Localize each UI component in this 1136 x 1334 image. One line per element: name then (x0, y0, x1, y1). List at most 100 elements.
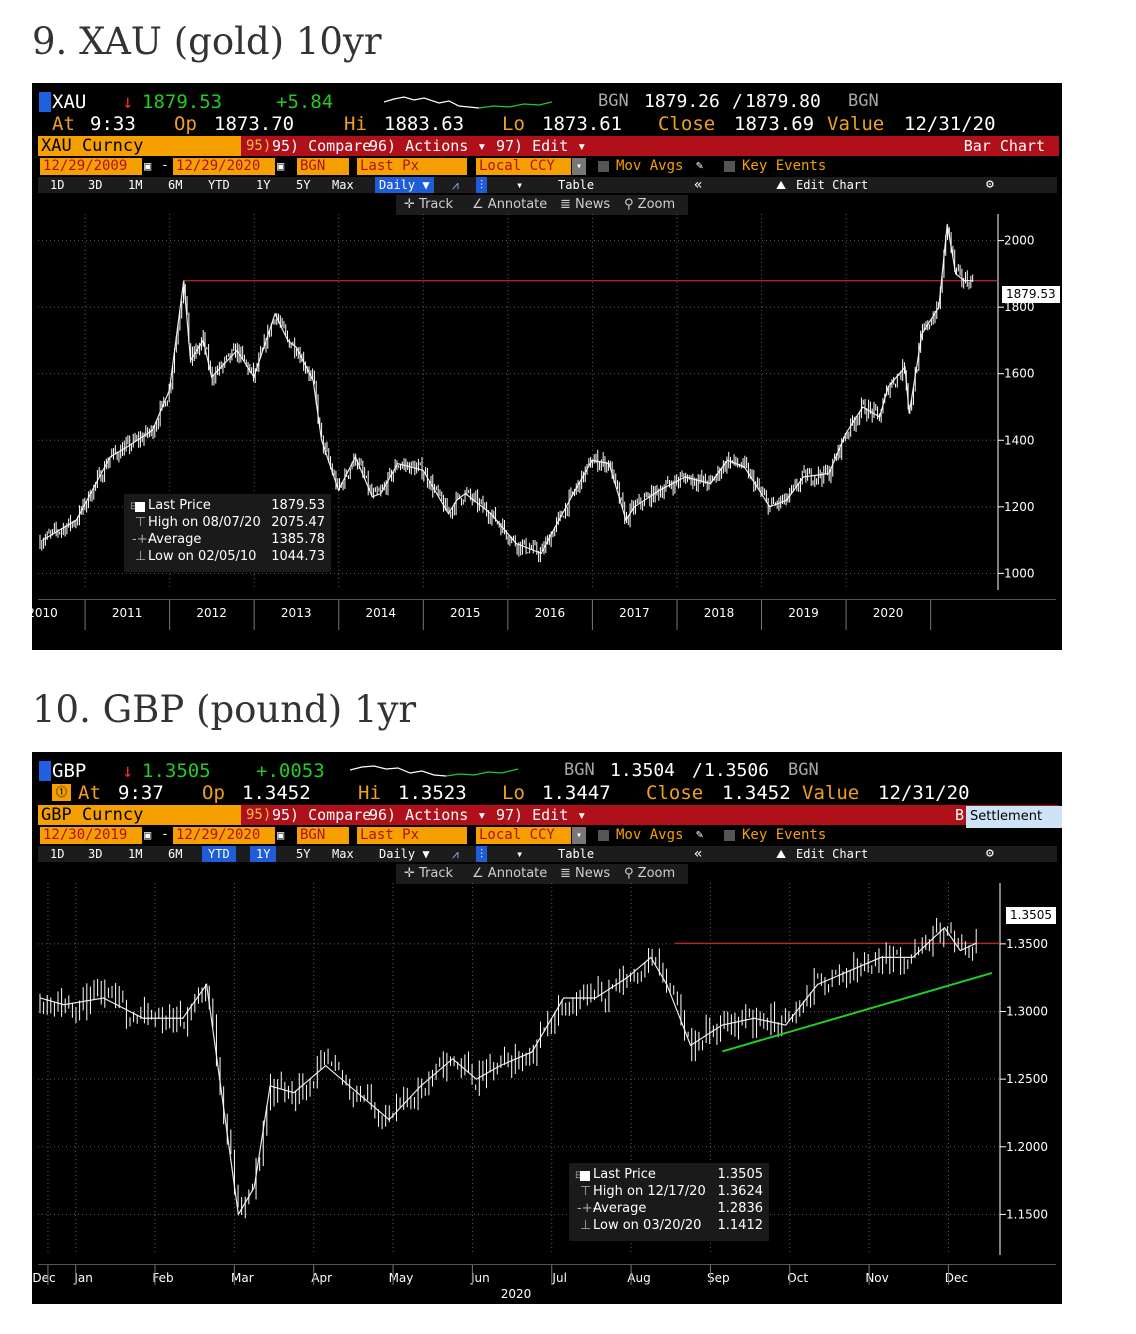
edit-chart-icon[interactable]: ⛰ (776, 178, 787, 192)
legend-collapse-icon[interactable]: ⊟ (130, 501, 138, 512)
line-draw-icon: ∠ (472, 197, 484, 212)
period-button-ytd[interactable]: YTD (208, 178, 230, 192)
gear-icon[interactable]: ⚙ (986, 846, 994, 861)
table-button[interactable]: Table (558, 847, 595, 861)
period-button-6m[interactable]: 6M (168, 847, 183, 861)
bar-chart-icon[interactable]: ⫶ (476, 846, 488, 862)
frequency-selector[interactable]: Daily ▼ (379, 847, 430, 861)
checkbox[interactable] (598, 830, 609, 841)
x-tick-label: Mar (231, 1271, 254, 1285)
checkbox[interactable] (724, 830, 735, 841)
period-button-max[interactable]: Max (332, 178, 354, 192)
period-button-3d[interactable]: 3D (88, 178, 103, 192)
frequency-selector[interactable]: Daily ▼ (375, 177, 434, 193)
mov-avgs-toggle[interactable]: Mov Avgs (616, 158, 684, 174)
field-selector[interactable]: Last Px (357, 158, 467, 175)
pencil-icon[interactable]: ✎ (696, 827, 704, 841)
period-button-5y[interactable]: 5Y (296, 178, 311, 192)
chart-style-dropdown-icon[interactable]: ▾ (516, 178, 524, 192)
date-from-field[interactable]: 12/30/2019 (40, 827, 142, 844)
period-button-6m[interactable]: 6M (168, 178, 183, 192)
compare-button[interactable]: 95) (246, 138, 272, 154)
edit-chart-button[interactable]: Edit Chart (796, 178, 869, 192)
field-selector[interactable]: Last Px (357, 827, 467, 844)
period-button-3d[interactable]: 3D (88, 847, 103, 861)
edit-menu[interactable]: 97) Edit ▾ (496, 806, 587, 824)
annotate-tool[interactable]: ∠ Annotate (472, 197, 548, 212)
edit-chart-button[interactable]: Edit Chart (796, 847, 869, 861)
checkbox[interactable] (598, 161, 609, 172)
chart-heading: 10. GBP (pound) 1yr (32, 688, 417, 731)
checkbox[interactable] (724, 161, 735, 172)
price-bars (39, 917, 977, 1219)
date-from-field[interactable]: 12/29/2009 (40, 158, 142, 175)
price-chart[interactable]: 1000 1200 1400 1600 1800 2000 2010 2011 2012 2013… (32, 214, 1062, 650)
ask: 1879.80 (745, 91, 821, 112)
compare-label[interactable]: 95) Compare (272, 137, 372, 155)
period-bar: 1D 3D 1M 6M YTD 1Y 5Y Max Daily ▼ ⩘ ⫶ ▾ … (38, 177, 1057, 193)
legend-collapse-icon[interactable]: ⊟ (575, 1170, 583, 1181)
x-tick-label: Jan (73, 1271, 93, 1285)
period-button-max[interactable]: Max (332, 847, 354, 861)
period-button-1y[interactable]: 1Y (250, 846, 277, 862)
collapse-icon[interactable]: « (694, 177, 703, 193)
bid-source: BGN (564, 760, 595, 780)
period-button-5y[interactable]: 5Y (296, 847, 311, 861)
currency-selector[interactable]: Local CCY (476, 158, 571, 175)
collapse-icon[interactable]: « (694, 846, 703, 862)
compare-label[interactable]: 95) Compare (272, 806, 372, 824)
gear-icon[interactable]: ⚙ (986, 177, 994, 192)
key-events-toggle[interactable]: Key Events (742, 158, 827, 174)
down-arrow-icon: ↓ (122, 760, 134, 782)
mov-avgs-toggle[interactable]: Mov Avgs (616, 827, 684, 843)
calendar-icon[interactable]: ▣ (144, 159, 152, 173)
calendar-icon[interactable]: ▣ (277, 159, 285, 173)
legend-average-label: Average (593, 1201, 647, 1216)
calendar-icon[interactable]: ▣ (144, 828, 152, 842)
period-button-1d[interactable]: 1D (50, 847, 65, 861)
actions-menu[interactable]: 96) Actions ▾ (369, 137, 487, 155)
bar-chart-icon[interactable]: ⫶ (476, 177, 488, 193)
date-to-field[interactable]: 12/29/2020 (173, 827, 275, 844)
edit-chart-icon[interactable]: ⛰ (776, 847, 787, 861)
sparkline-icon (350, 765, 519, 777)
x-tick-label: 2017 (619, 606, 650, 620)
compare-button[interactable]: 95) (246, 807, 272, 823)
date-to-field[interactable]: 12/29/2020 (173, 158, 275, 175)
chart-type-label[interactable]: Bar Chart (963, 137, 1045, 155)
period-button-1m[interactable]: 1M (128, 178, 143, 192)
edit-menu[interactable]: 97) Edit ▾ (496, 137, 587, 155)
zoom-tool[interactable]: ⚲ Zoom (624, 197, 676, 212)
security-field[interactable]: XAU Curncy (38, 136, 241, 156)
chart-style-dropdown-icon[interactable]: ▾ (516, 847, 524, 861)
security-field[interactable]: GBP Curncy (38, 805, 241, 825)
source-field[interactable]: BGN (297, 827, 349, 844)
actions-menu[interactable]: 96) Actions ▾ (369, 806, 487, 824)
news-tool[interactable]: ≣ News (560, 197, 611, 212)
annotate-tool[interactable]: ∠ Annotate (472, 866, 548, 881)
period-button-1d[interactable]: 1D (50, 178, 65, 192)
magnifier-icon: ⚲ (624, 197, 634, 212)
news-tool[interactable]: ≣ News (560, 866, 611, 881)
alert-icon[interactable]: ⓵ (52, 784, 71, 801)
pencil-icon[interactable]: ✎ (696, 158, 704, 172)
y-tick-label: 1.1500 (1006, 1207, 1048, 1221)
line-chart-icon[interactable]: ⩘ (452, 178, 459, 192)
line-chart-icon[interactable]: ⩘ (452, 847, 459, 861)
source-field[interactable]: BGN (297, 158, 349, 175)
track-tool[interactable]: ✛ Track (404, 866, 454, 881)
dropdown-arrow-icon[interactable]: ▾ (572, 158, 586, 175)
period-button-1y[interactable]: 1Y (256, 178, 271, 192)
calendar-icon[interactable]: ▣ (277, 828, 285, 842)
low-value: 1.3447 (542, 782, 611, 804)
price-chart[interactable]: 1.1500 1.2000 1.2500 1.3000 1.3500 Dec Jan Feb M… (32, 883, 1062, 1304)
chart-type-label[interactable]: B (955, 806, 965, 824)
dropdown-arrow-icon[interactable]: ▾ (572, 827, 586, 844)
zoom-tool[interactable]: ⚲ Zoom (624, 866, 676, 881)
key-events-toggle[interactable]: Key Events (742, 827, 827, 843)
period-button-ytd[interactable]: YTD (202, 846, 236, 862)
track-tool[interactable]: ✛ Track (404, 197, 454, 212)
period-button-1m[interactable]: 1M (128, 847, 143, 861)
table-button[interactable]: Table (558, 178, 595, 192)
currency-selector[interactable]: Local CCY (476, 827, 571, 844)
